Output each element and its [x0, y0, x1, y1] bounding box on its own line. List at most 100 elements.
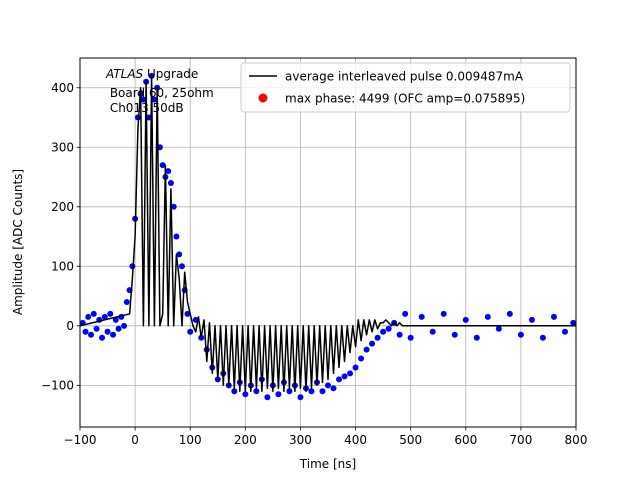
scatter-point [123, 299, 130, 306]
annotation-line-3: Ch013 50dB [106, 101, 184, 115]
scatter-point [170, 203, 177, 210]
annotation-line-2: Board 60, 25ohm [106, 86, 214, 100]
y-tick-label: 200 [51, 200, 74, 214]
scatter-point [184, 310, 191, 317]
scatter-point [506, 310, 513, 317]
scatter-point [85, 313, 92, 320]
y-tick-label: 400 [51, 81, 74, 95]
scatter-point [253, 388, 260, 395]
x-tick-label: 600 [454, 433, 477, 447]
x-tick-label: 200 [234, 433, 257, 447]
scatter-point [495, 325, 502, 332]
scatter-point [330, 385, 337, 392]
scatter-point [231, 388, 238, 395]
annotation: ATLAS Upgrade Board 60, 25ohm Ch013 50dB [105, 67, 214, 115]
scatter-point [275, 391, 282, 398]
scatter-point [341, 373, 348, 380]
scatter-point [104, 328, 111, 335]
scatter-point [539, 334, 546, 341]
scatter-point [347, 370, 354, 377]
average-pulse-line [80, 75, 576, 393]
plot-frame [79, 57, 577, 428]
legend-label-max-phase: max phase: 4499 (OFC amp=0.075895) [285, 92, 525, 106]
scatter-point [121, 322, 128, 329]
scatter-point [165, 168, 172, 175]
scatter-point [385, 325, 392, 332]
x-tick-label: −100 [64, 433, 97, 447]
scatter-point [173, 233, 180, 240]
x-tick-label: 700 [509, 433, 532, 447]
scatter-point [151, 96, 158, 103]
line-layer [80, 75, 576, 393]
scatter-point [115, 325, 122, 332]
annotation-line-1: ATLAS Upgrade [105, 67, 198, 81]
x-tick-label: 0 [131, 433, 139, 447]
scatter-point [101, 313, 108, 320]
scatter-layer [80, 72, 576, 401]
scatter-point [140, 96, 147, 103]
scatter-point [286, 388, 293, 395]
scatter-point [440, 310, 447, 317]
scatter-point [396, 331, 403, 338]
legend-label-average-pulse: average interleaved pulse 0.009487mA [285, 70, 524, 84]
y-tick-label: 300 [51, 141, 74, 155]
scatter-point [90, 310, 97, 317]
scatter-point [325, 382, 331, 389]
scatter-point [187, 328, 194, 335]
scatter-point [358, 355, 365, 362]
scatter-point [159, 162, 166, 169]
scatter-point [110, 331, 117, 338]
scatter-point [93, 325, 100, 332]
x-axis-label: Time [ns] [299, 457, 356, 471]
legend: average interleaved pulse 0.009487mA max… [240, 62, 571, 113]
scatter-point [462, 316, 469, 323]
scatter-point [176, 251, 183, 258]
scatter-point [402, 310, 409, 317]
scatter-point [319, 388, 326, 395]
x-tick-label: 400 [344, 433, 367, 447]
scatter-point [178, 263, 185, 270]
scatter-point [561, 328, 568, 335]
scatter-point [88, 331, 95, 338]
x-tick-label: 300 [289, 433, 312, 447]
scatter-point [484, 313, 491, 320]
scatter-point [308, 388, 315, 395]
scatter-point [473, 334, 480, 341]
x-tick-label: 500 [399, 433, 422, 447]
y-tick-label: −100 [41, 379, 74, 393]
x-tick-label: 100 [179, 433, 202, 447]
scatter-point [352, 364, 359, 371]
scatter-point [429, 328, 436, 335]
scatter-point [570, 319, 576, 326]
annotation-atlas: ATLAS [105, 67, 144, 81]
scatter-point [297, 394, 304, 401]
y-tick-label: 100 [51, 260, 74, 274]
legend-box [240, 62, 571, 113]
scatter-point [112, 316, 119, 323]
y-axis-ticks: −100 0 100 200 300 400 [41, 81, 80, 393]
scatter-point [380, 328, 387, 335]
scatter-point [550, 313, 557, 320]
scatter-point [451, 331, 458, 338]
scatter-point [407, 334, 414, 341]
annotation-upgrade: Upgrade [143, 67, 198, 81]
scatter-point [336, 376, 343, 383]
scatter-point [242, 391, 249, 398]
y-tick-label: 0 [66, 319, 74, 333]
legend-marker-swatch [258, 93, 268, 103]
scatter-point [369, 340, 376, 347]
scatter-point [107, 310, 114, 317]
scatter-point [374, 334, 381, 341]
data-layer [80, 72, 576, 401]
scatter-point [528, 316, 535, 323]
x-tick-label: 800 [565, 433, 588, 447]
y-axis-label: Amplitude [ADC Counts] [11, 169, 25, 315]
scatter-point [418, 313, 425, 320]
scatter-point [99, 334, 106, 341]
x-axis-ticks: −100 0 100 200 300 400 500 600 700 800 [64, 427, 588, 447]
scatter-point [264, 394, 271, 401]
scatter-point [82, 328, 89, 335]
scatter-point [167, 179, 174, 186]
scatter-point [363, 346, 370, 353]
